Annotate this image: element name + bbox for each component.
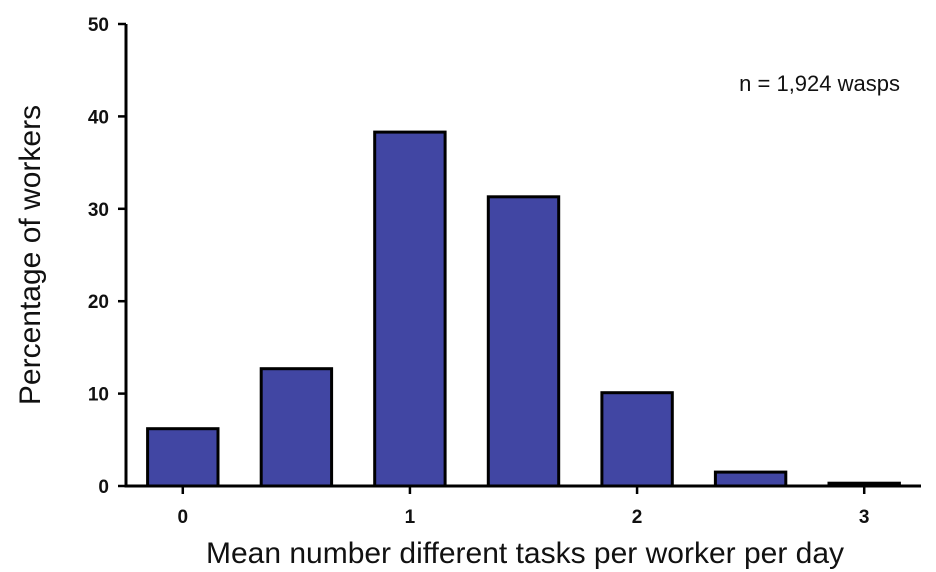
x-tick-label: 2 bbox=[632, 507, 643, 528]
chart-annotation: n = 1,924 wasps bbox=[739, 71, 900, 96]
y-tick-label: 50 bbox=[88, 15, 109, 36]
y-tick-label: 0 bbox=[98, 477, 109, 498]
bar bbox=[486, 195, 561, 488]
axes bbox=[124, 24, 921, 488]
bar bbox=[373, 130, 447, 488]
bar bbox=[259, 367, 334, 488]
x-axis-ticks: 0 1 2 3 bbox=[177, 486, 870, 528]
y-tick-label: 30 bbox=[88, 200, 109, 221]
x-tick-label: 1 bbox=[405, 507, 416, 528]
y-tick-label: 40 bbox=[88, 107, 109, 128]
y-axis-title: Percentage of workers bbox=[14, 105, 47, 405]
x-axis-title: Mean number different tasks per worker p… bbox=[206, 537, 844, 570]
x-tick-label: 3 bbox=[859, 507, 870, 528]
bar bbox=[713, 470, 788, 488]
y-axis-ticks: 0 10 20 30 40 50 bbox=[88, 15, 126, 498]
y-tick-label: 10 bbox=[88, 385, 109, 406]
bars bbox=[146, 130, 901, 488]
x-tick-label: 0 bbox=[177, 507, 188, 528]
y-tick-label: 20 bbox=[88, 292, 109, 313]
bar bbox=[600, 391, 674, 488]
bar bbox=[146, 427, 220, 488]
